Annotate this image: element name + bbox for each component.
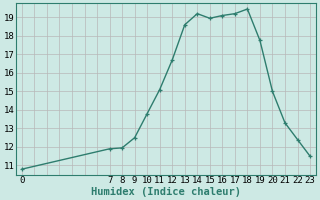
X-axis label: Humidex (Indice chaleur): Humidex (Indice chaleur) (91, 186, 241, 197)
